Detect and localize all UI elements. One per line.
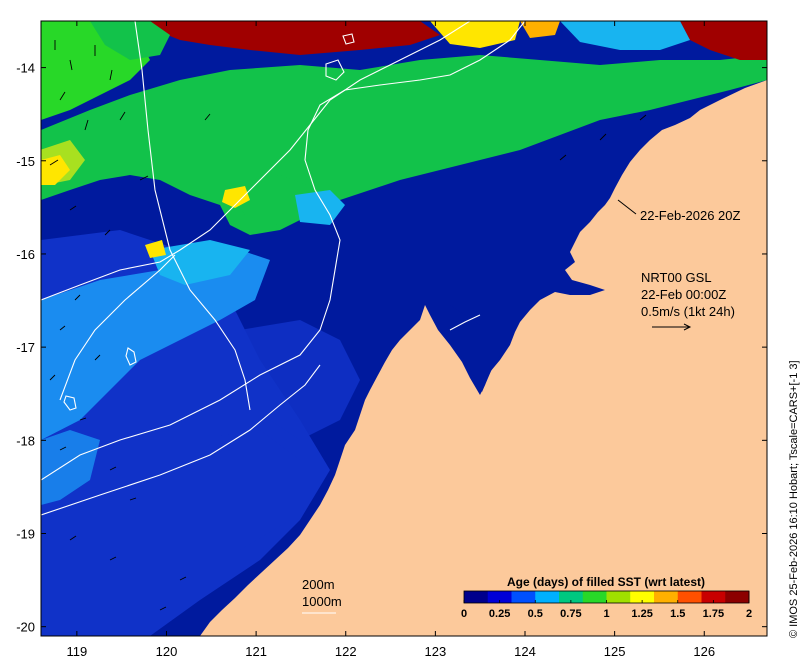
isobath-west-a [134,21,251,411]
sst-green-nw [90,21,170,60]
current-vectors [49,40,647,611]
y-tick-label: -15 [16,154,35,169]
x-tick-label: 123 [425,644,447,659]
colorbar-tick-label: 0 [461,608,467,620]
sst-yellow-patch-west [41,155,70,185]
isobath-loop-1 [125,347,137,366]
land-mass [200,80,767,636]
isobath-200m-label: 200m [302,577,335,592]
x-tick-label: 124 [514,644,536,659]
colorbar-cell [559,591,584,603]
isobath-loop-4 [342,33,355,45]
current-date: 22-Feb 00:00Z [641,287,726,302]
colorbar-tick-label: 1.75 [703,608,724,620]
map-area[interactable] [40,21,767,636]
isobath-loop-3 [325,59,345,81]
isobath-200m [41,21,471,301]
y-tick-label: -17 [16,340,35,355]
sst-yellow-band-north [430,21,520,48]
x-axis: 119 120 121 122 123 124 125 126 [66,21,715,659]
king-sound-inlet [435,300,510,392]
x-tick-label: 125 [604,644,626,659]
colorbar-tick-label: 1.5 [670,608,685,620]
colorbar-cell [725,591,750,603]
credit-text: © IMOS 25-Feb-2026 16:10 Hobart; Tscale=… [788,360,800,638]
y-tick-label: -16 [16,247,35,262]
colorbar-cell [487,591,512,603]
colorbar-tick-label: 0.75 [560,608,581,620]
x-tick-label: 121 [245,644,267,659]
x-tick-label: 120 [156,644,178,659]
sst-yellow-patch-small [145,240,166,258]
colorbar-cell [701,591,726,603]
colorbar-title: Age (days) of filled SST (wrt latest) [507,575,705,589]
y-tick-label: -20 [16,620,35,635]
colorbar-cell [677,591,702,603]
isobaths [41,21,526,516]
isobath-1000m-label: 1000m [302,594,342,609]
isobath-1000m-b [41,364,321,516]
colorbar-cells [464,591,750,603]
sst-green-band [41,55,767,235]
sst-cyan-patch-center [295,190,345,225]
y-tick-label: -14 [16,61,35,76]
y-tick-label: -18 [16,433,35,448]
colorbar-cell [630,591,655,603]
sst-yellow-patch-center [222,186,250,208]
colorbar-tick-label: 1.25 [631,608,652,620]
current-scale-label: 0.5m/s (1kt 24h) [641,304,735,319]
ocean-light-blue-patch [41,430,100,505]
map-frame [40,20,768,637]
sst-green-patch-center [225,175,320,225]
colorbar-cell [582,591,607,603]
ocean-light-blue-zone [41,250,270,440]
colorbar-tick-label: 2 [746,608,752,620]
current-vector-icon [652,323,692,331]
sst-orange-speckle [520,21,560,38]
colorbar-ticks: 0 0.25 0.5 0.75 1 1.25 1.5 1.75 2 [461,600,752,620]
isobath-inlet [449,314,481,331]
colorbar-tick-label: 1 [603,608,609,620]
isobath-loop-2 [63,395,77,411]
colorbar-cell [654,591,679,603]
sst-cyan-north [560,21,690,50]
x-tick-label: 119 [66,644,87,659]
sst-dark-red-band [150,21,440,55]
ocean-mid-blue-patch-east [240,320,360,440]
timestamp-leader [617,199,637,215]
sst-dark-red-ne [680,21,767,60]
x-tick-label: 126 [693,644,715,659]
colorbar-cell [511,591,536,603]
y-axis: -14 -15 -16 -17 -18 -19 -20 [16,61,767,635]
colorbar-cell [535,591,560,603]
colorbar-tick-label: 0.5 [528,608,543,620]
timestamp-label: 22-Feb-2026 20Z [640,208,741,223]
ocean-mid-blue-patch-south [180,430,300,550]
isobath-west-b [59,254,176,401]
y-tick-label: -19 [16,527,35,542]
colorbar-cell [606,591,631,603]
colorbar-cell [464,591,489,603]
ocean-cyan-patch [150,240,250,285]
current-title: NRT00 GSL [641,270,712,285]
isobath-1000m-a [41,21,526,481]
x-tick-label: 122 [335,644,357,659]
colorbar-tick-label: 0.25 [489,608,510,620]
